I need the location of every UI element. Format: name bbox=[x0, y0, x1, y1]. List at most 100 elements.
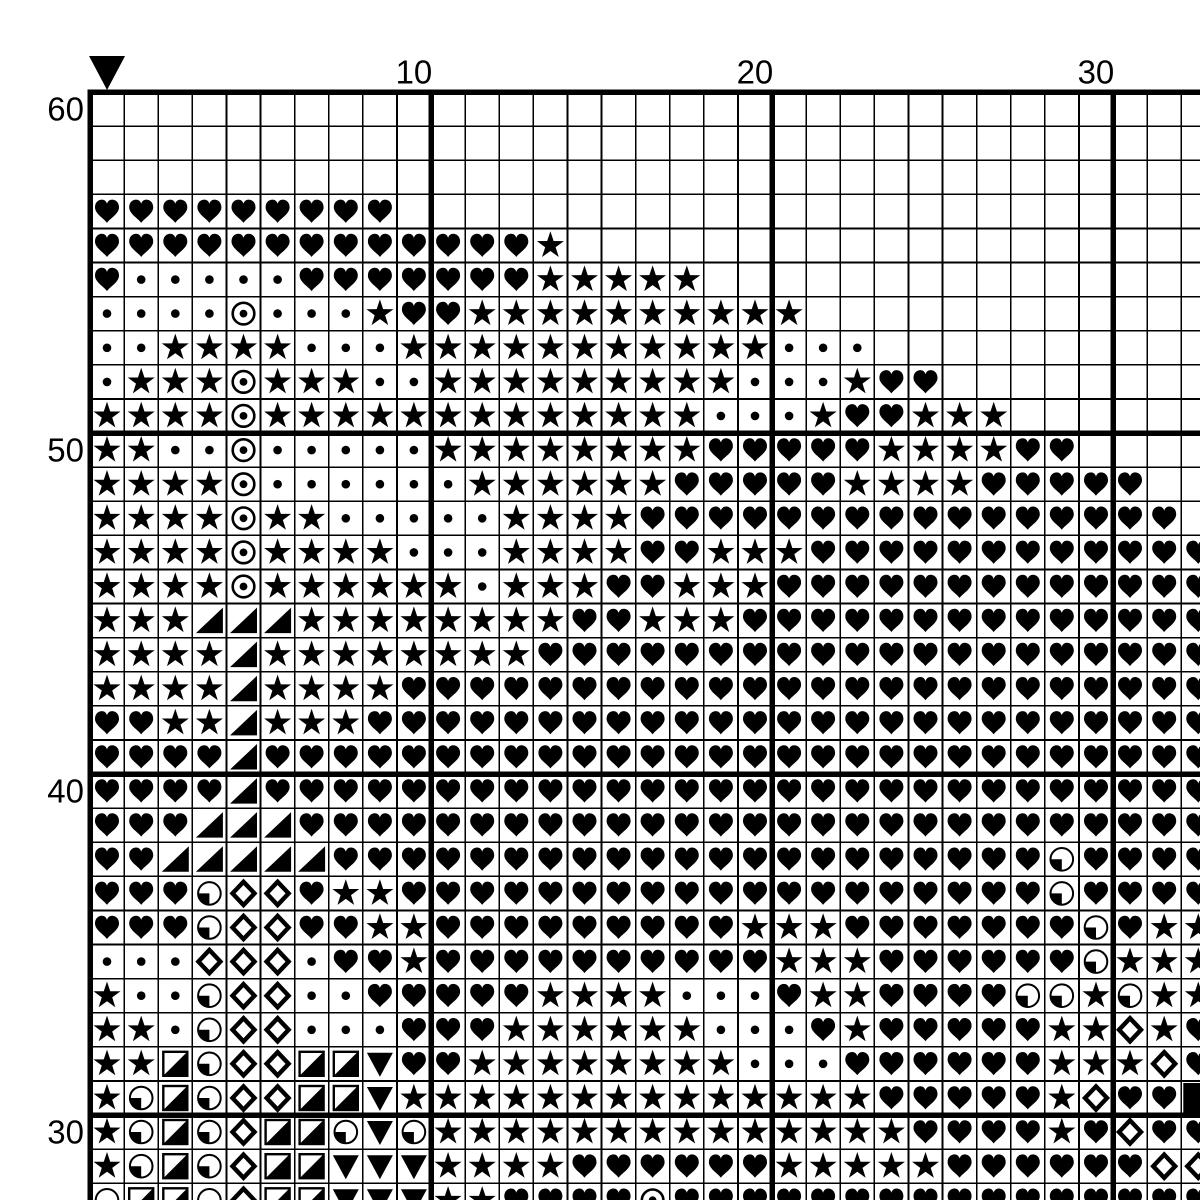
dot-symbol bbox=[375, 445, 385, 455]
heart-symbol bbox=[1118, 677, 1142, 701]
heart-symbol bbox=[1015, 847, 1040, 871]
heart-symbol bbox=[879, 711, 904, 735]
heart-symbol bbox=[1118, 1154, 1142, 1178]
circled-dot-symbol bbox=[231, 301, 256, 326]
heart-symbol bbox=[299, 915, 324, 939]
heart-symbol bbox=[913, 779, 938, 803]
dot-symbol bbox=[409, 445, 419, 455]
heart-symbol bbox=[879, 404, 904, 428]
heart-symbol bbox=[640, 813, 665, 837]
quarter-circle-lower-left-symbol bbox=[1083, 949, 1109, 974]
dot-symbol bbox=[171, 957, 180, 966]
circled-dot-symbol bbox=[231, 472, 256, 497]
dot-symbol bbox=[375, 1025, 385, 1035]
heart-symbol bbox=[1118, 881, 1142, 905]
star-symbol bbox=[93, 981, 121, 1008]
star-symbol bbox=[1184, 981, 1200, 1008]
heart-symbol bbox=[436, 677, 461, 701]
star-symbol bbox=[946, 470, 974, 496]
heart-symbol bbox=[1118, 574, 1142, 598]
quarter-circle-lower-left-symbol bbox=[197, 1153, 222, 1179]
heart-symbol bbox=[811, 472, 836, 496]
heart-symbol bbox=[674, 642, 699, 667]
heart-symbol bbox=[913, 1052, 938, 1076]
heart-symbol bbox=[504, 677, 529, 701]
star-symbol bbox=[264, 572, 292, 598]
heart-symbol bbox=[129, 233, 154, 257]
heart-symbol bbox=[1186, 813, 1200, 837]
heart-symbol bbox=[777, 472, 802, 496]
star-symbol bbox=[468, 1049, 496, 1076]
heart-symbol bbox=[401, 267, 426, 292]
half-square-lower-right-symbol bbox=[162, 1050, 189, 1078]
star-symbol bbox=[741, 333, 769, 360]
dot-symbol bbox=[375, 479, 385, 489]
dot-symbol bbox=[307, 1025, 316, 1035]
star-symbol bbox=[468, 299, 496, 326]
star-symbol bbox=[1082, 981, 1110, 1008]
star-symbol bbox=[707, 1083, 735, 1110]
heart-symbol bbox=[1015, 949, 1040, 974]
heart-symbol bbox=[129, 881, 154, 905]
star-symbol bbox=[605, 1015, 633, 1042]
dot-symbol bbox=[136, 275, 146, 284]
star-symbol bbox=[639, 367, 667, 394]
heart-symbol bbox=[777, 779, 802, 803]
star-symbol bbox=[502, 1083, 530, 1110]
heart-symbol bbox=[913, 642, 938, 667]
dot-symbol bbox=[136, 309, 146, 318]
heart-symbol bbox=[777, 506, 802, 530]
heart-symbol bbox=[1118, 608, 1142, 633]
heart-symbol bbox=[1118, 642, 1142, 667]
heart-symbol bbox=[470, 745, 495, 769]
heart-symbol bbox=[436, 813, 461, 837]
dot-symbol bbox=[341, 343, 351, 353]
star-symbol bbox=[264, 401, 292, 428]
heart-symbol bbox=[1152, 1086, 1177, 1110]
heart-symbol bbox=[743, 1154, 767, 1178]
half-triangle-lower-right-symbol bbox=[195, 846, 223, 872]
dot-symbol bbox=[443, 514, 453, 523]
star-symbol bbox=[877, 470, 905, 496]
heart-symbol bbox=[197, 233, 222, 257]
heart-symbol bbox=[1118, 1086, 1142, 1110]
heart-symbol bbox=[640, 1154, 665, 1178]
star-symbol bbox=[468, 640, 496, 667]
heart-symbol bbox=[947, 881, 972, 905]
diamond-outline-symbol bbox=[229, 878, 258, 909]
heart-symbol bbox=[504, 847, 529, 871]
heart-symbol bbox=[470, 949, 495, 974]
heart-symbol bbox=[1015, 1086, 1040, 1110]
star-symbol bbox=[400, 572, 428, 598]
heart-symbol bbox=[333, 813, 358, 837]
heart-symbol bbox=[674, 1188, 699, 1200]
heart-symbol bbox=[913, 949, 938, 974]
heart-symbol bbox=[845, 574, 870, 598]
quarter-circle-lower-left-symbol bbox=[1083, 915, 1109, 940]
star-symbol bbox=[195, 538, 223, 564]
heart-symbol bbox=[845, 438, 870, 462]
star-symbol bbox=[809, 401, 837, 428]
heart-symbol bbox=[367, 983, 392, 1008]
star-symbol bbox=[161, 333, 189, 360]
heart-symbol bbox=[333, 847, 358, 871]
heart-symbol bbox=[401, 881, 426, 905]
star-symbol bbox=[571, 981, 598, 1008]
heart-symbol bbox=[129, 847, 154, 871]
heart-symbol bbox=[1015, 915, 1040, 939]
heart-symbol bbox=[367, 233, 392, 257]
heart-symbol bbox=[367, 745, 392, 769]
heart-symbol bbox=[401, 779, 426, 803]
star-symbol bbox=[93, 1015, 121, 1042]
heart-symbol bbox=[947, 1052, 972, 1076]
row-number-label: 50 bbox=[47, 431, 84, 469]
heart-symbol bbox=[401, 1018, 426, 1042]
star-symbol bbox=[673, 1049, 701, 1076]
heart-symbol bbox=[913, 711, 938, 735]
star-symbol bbox=[775, 1152, 803, 1178]
heart-symbol bbox=[1015, 472, 1040, 496]
quarter-circle-lower-left-symbol bbox=[197, 1119, 222, 1145]
half-square-lower-right-symbol bbox=[298, 1050, 325, 1078]
star-symbol bbox=[195, 504, 223, 530]
star-symbol bbox=[707, 538, 735, 564]
